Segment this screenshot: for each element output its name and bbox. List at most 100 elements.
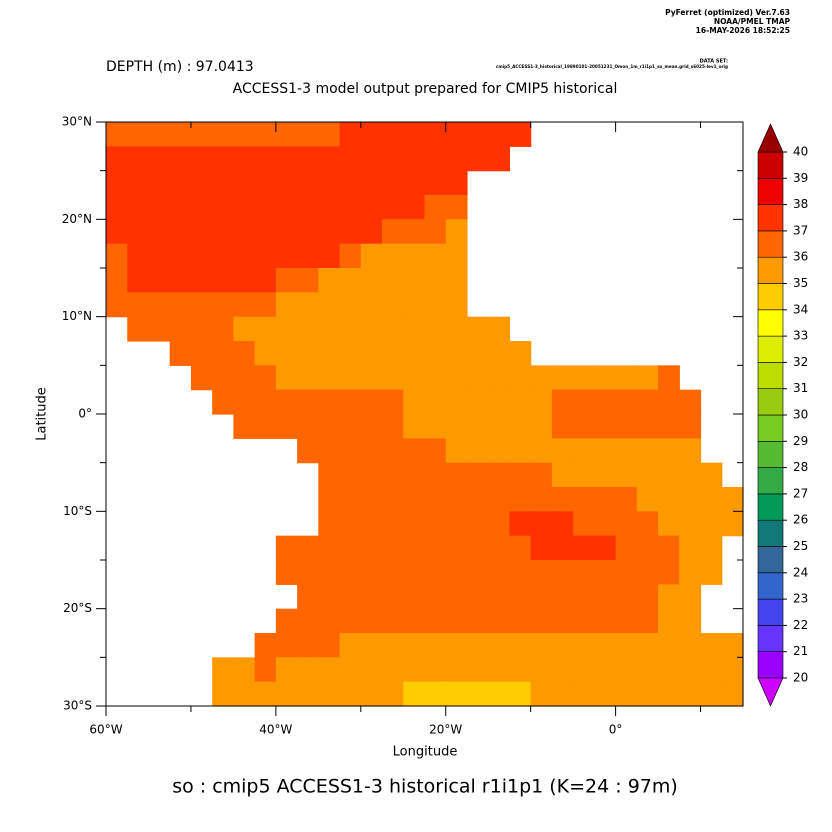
map-cell: [127, 219, 150, 245]
map-cell: [360, 195, 383, 220]
map-cell: [445, 146, 468, 172]
map-cell: [658, 633, 680, 658]
map-cell: [530, 365, 553, 391]
map-cell: [339, 243, 362, 269]
map-cell: [233, 389, 256, 415]
map-cell: [382, 268, 404, 293]
map-cell: [488, 487, 511, 512]
map-cell: [233, 657, 256, 683]
map-cell: [127, 243, 150, 269]
map-cell: [636, 462, 659, 488]
map-cell: [509, 122, 532, 147]
map-cell: [466, 365, 489, 391]
map-cell: [275, 341, 298, 366]
map-cell: [445, 341, 468, 366]
map-cell: [403, 389, 426, 415]
map-cell: [190, 170, 213, 196]
colorbar-bin: [757, 151, 784, 179]
map-cell: [679, 633, 702, 658]
map-cell: [233, 365, 256, 391]
map-cell: [275, 657, 298, 683]
map-cell: [297, 633, 319, 658]
map-cell: [275, 122, 298, 147]
y-axis-label: Latitude: [35, 387, 50, 441]
map-cell: [424, 633, 447, 658]
map-cell: [445, 122, 468, 147]
x-tick-label: 40°W: [259, 723, 292, 737]
map-cell: [190, 268, 213, 293]
map-cell: [424, 657, 447, 683]
map-cell: [466, 414, 489, 439]
map-cell: [382, 170, 404, 196]
map-cell: [466, 681, 489, 707]
map-cell: [573, 608, 595, 634]
map-cell: [382, 560, 404, 585]
map-cell: [658, 414, 680, 439]
map-cell: [636, 438, 659, 464]
map-cell: [466, 146, 489, 172]
map-cell: [169, 122, 192, 147]
map-cell: [679, 414, 702, 439]
map-cell: [339, 146, 362, 172]
map-cell: [233, 681, 256, 707]
map-cell: [615, 584, 638, 610]
colorbar: 20 21 22 23 24 25 26 27 28 29 30 31 32 33 34 35 36 37 38 39…: [757, 123, 808, 707]
map-cell: [127, 195, 150, 220]
map-cell: [488, 681, 511, 707]
subtitle: DEPTH (m) : 97.0413: [106, 59, 254, 75]
y-tick-label: 20°S: [63, 601, 92, 615]
colorbar-label: 21: [793, 644, 808, 658]
map-cell: [488, 146, 511, 172]
map-cell: [297, 438, 319, 464]
colorbar-bin: [757, 414, 784, 442]
map-cell: [466, 316, 489, 342]
map-cell: [615, 535, 638, 561]
map-cell: [127, 316, 150, 342]
map-cell: [551, 487, 574, 512]
map-cell: [233, 170, 256, 196]
map-cell: [445, 219, 468, 245]
colorbar-label: 38: [793, 197, 808, 211]
map-cell: [318, 341, 341, 366]
map-cell: [382, 657, 404, 683]
map-cell: [615, 681, 638, 707]
map-cell: [403, 584, 426, 610]
map-cell: [445, 657, 468, 683]
colorbar-bin: [757, 204, 784, 232]
map-cell: [403, 438, 426, 464]
map-cell: [318, 560, 341, 585]
map-cell: [254, 292, 277, 318]
map-cell: [212, 657, 234, 683]
map-cell: [339, 657, 362, 683]
colorbar-bin: [757, 335, 784, 363]
map-cell: [382, 584, 404, 610]
dataset-label: DATA SET:: [700, 59, 728, 65]
map-cell: [169, 268, 192, 293]
map-cell: [106, 195, 128, 220]
map-cell: [445, 584, 468, 610]
map-cell: [594, 365, 617, 391]
map-cell: [445, 170, 468, 196]
map-cell: [339, 268, 362, 293]
map-cell: [445, 511, 468, 537]
y-tick-label: 20°N: [62, 212, 92, 226]
map-cell: [403, 657, 426, 683]
map-cell: [382, 633, 404, 658]
map-cell: [275, 608, 298, 634]
colorbar-label: 24: [793, 565, 808, 579]
map-cell: [297, 584, 319, 610]
colorbar-bin: [757, 546, 784, 574]
map-cell: [445, 365, 468, 391]
map-cell: [382, 122, 404, 147]
map-cell: [615, 633, 638, 658]
map-cell: [445, 487, 468, 512]
map-cell: [339, 170, 362, 196]
map-cell: [466, 584, 489, 610]
map-cell: [254, 657, 277, 683]
map-cell: [488, 316, 511, 342]
map-cell: [424, 122, 447, 147]
map-cell: [382, 438, 404, 464]
map-cell: [190, 292, 213, 318]
map-cell: [297, 268, 319, 293]
